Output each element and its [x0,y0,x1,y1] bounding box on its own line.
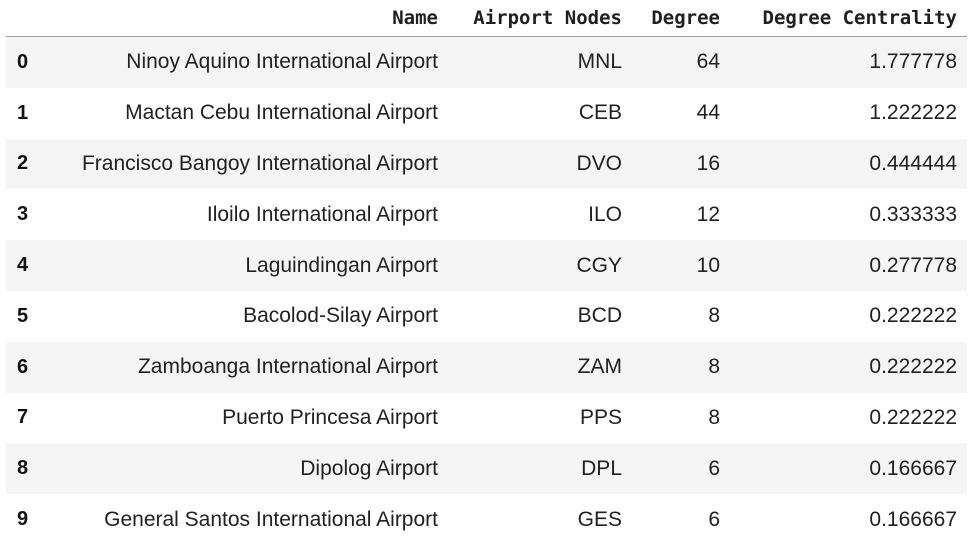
centrality-value: 1.222222 [730,87,967,139]
airport-name: Iloilo International Airport [48,189,448,241]
table-row: 9 General Santos International Airport G… [6,494,967,545]
airport-nodes-header: Airport Nodes [448,0,632,37]
row-index: 7 [6,392,48,444]
centrality-value: 0.222222 [730,290,967,342]
table-row: 3 Iloilo International Airport ILO 12 0.… [6,189,967,241]
airport-code: BCD [448,290,632,342]
airport-code: CGY [448,240,632,291]
row-index: 3 [6,189,48,241]
row-index: 9 [6,494,48,545]
airport-degree-table: Name Airport Nodes Degree Degree Central… [6,0,967,545]
table-row: 5 Bacolod-Silay Airport BCD 8 0.222222 [6,290,967,342]
row-index: 4 [6,240,48,291]
degree-value: 44 [632,87,730,139]
centrality-value: 1.777778 [730,36,967,88]
table-row: 8 Dipolog Airport DPL 6 0.166667 [6,443,967,495]
centrality-value: 0.166667 [730,443,967,495]
airport-code: GES [448,494,632,545]
airport-name: Puerto Princesa Airport [48,392,448,444]
degree-value: 8 [632,392,730,444]
row-index: 5 [6,290,48,342]
row-index: 0 [6,36,48,88]
row-index: 1 [6,87,48,139]
centrality-value: 0.277778 [730,240,967,291]
centrality-value: 0.444444 [730,138,967,190]
airport-name: Ninoy Aquino International Airport [48,36,448,88]
airport-name: Laguindingan Airport [48,240,448,291]
airport-code: CEB [448,87,632,139]
airport-code: MNL [448,36,632,88]
airport-name: Dipolog Airport [48,443,448,495]
degree-value: 6 [632,443,730,495]
table-row: 0 Ninoy Aquino International Airport MNL… [6,36,967,88]
degree-centrality-header: Degree Centrality [730,0,967,37]
airport-code: DPL [448,443,632,495]
airport-name: Bacolod-Silay Airport [48,290,448,342]
degree-value: 8 [632,290,730,342]
centrality-value: 0.166667 [730,494,967,545]
airport-name: Francisco Bangoy International Airport [48,138,448,190]
degree-value: 10 [632,240,730,291]
row-index: 2 [6,138,48,190]
row-index: 8 [6,443,48,495]
name-header: Name [48,0,448,37]
centrality-value: 0.333333 [730,189,967,241]
table-row: 7 Puerto Princesa Airport PPS 8 0.222222 [6,392,967,444]
airport-name: General Santos International Airport [48,494,448,545]
airport-name: Mactan Cebu International Airport [48,87,448,139]
airport-code: ILO [448,189,632,241]
airport-code: DVO [448,138,632,190]
airport-name: Zamboanga International Airport [48,341,448,393]
degree-value: 12 [632,189,730,241]
degree-value: 16 [632,138,730,190]
table-row: 2 Francisco Bangoy International Airport… [6,138,967,190]
table-row: 4 Laguindingan Airport CGY 10 0.277778 [6,240,967,291]
degree-value: 64 [632,36,730,88]
table-row: 6 Zamboanga International Airport ZAM 8 … [6,341,967,393]
table-row: 1 Mactan Cebu International Airport CEB … [6,87,967,139]
airport-code: PPS [448,392,632,444]
degree-header: Degree [632,0,730,37]
centrality-value: 0.222222 [730,392,967,444]
airport-code: ZAM [448,341,632,393]
degree-value: 6 [632,494,730,545]
table-header-row: Name Airport Nodes Degree Degree Central… [6,0,967,37]
degree-value: 8 [632,341,730,393]
index-header [6,0,48,37]
centrality-value: 0.222222 [730,341,967,393]
row-index: 6 [6,341,48,393]
